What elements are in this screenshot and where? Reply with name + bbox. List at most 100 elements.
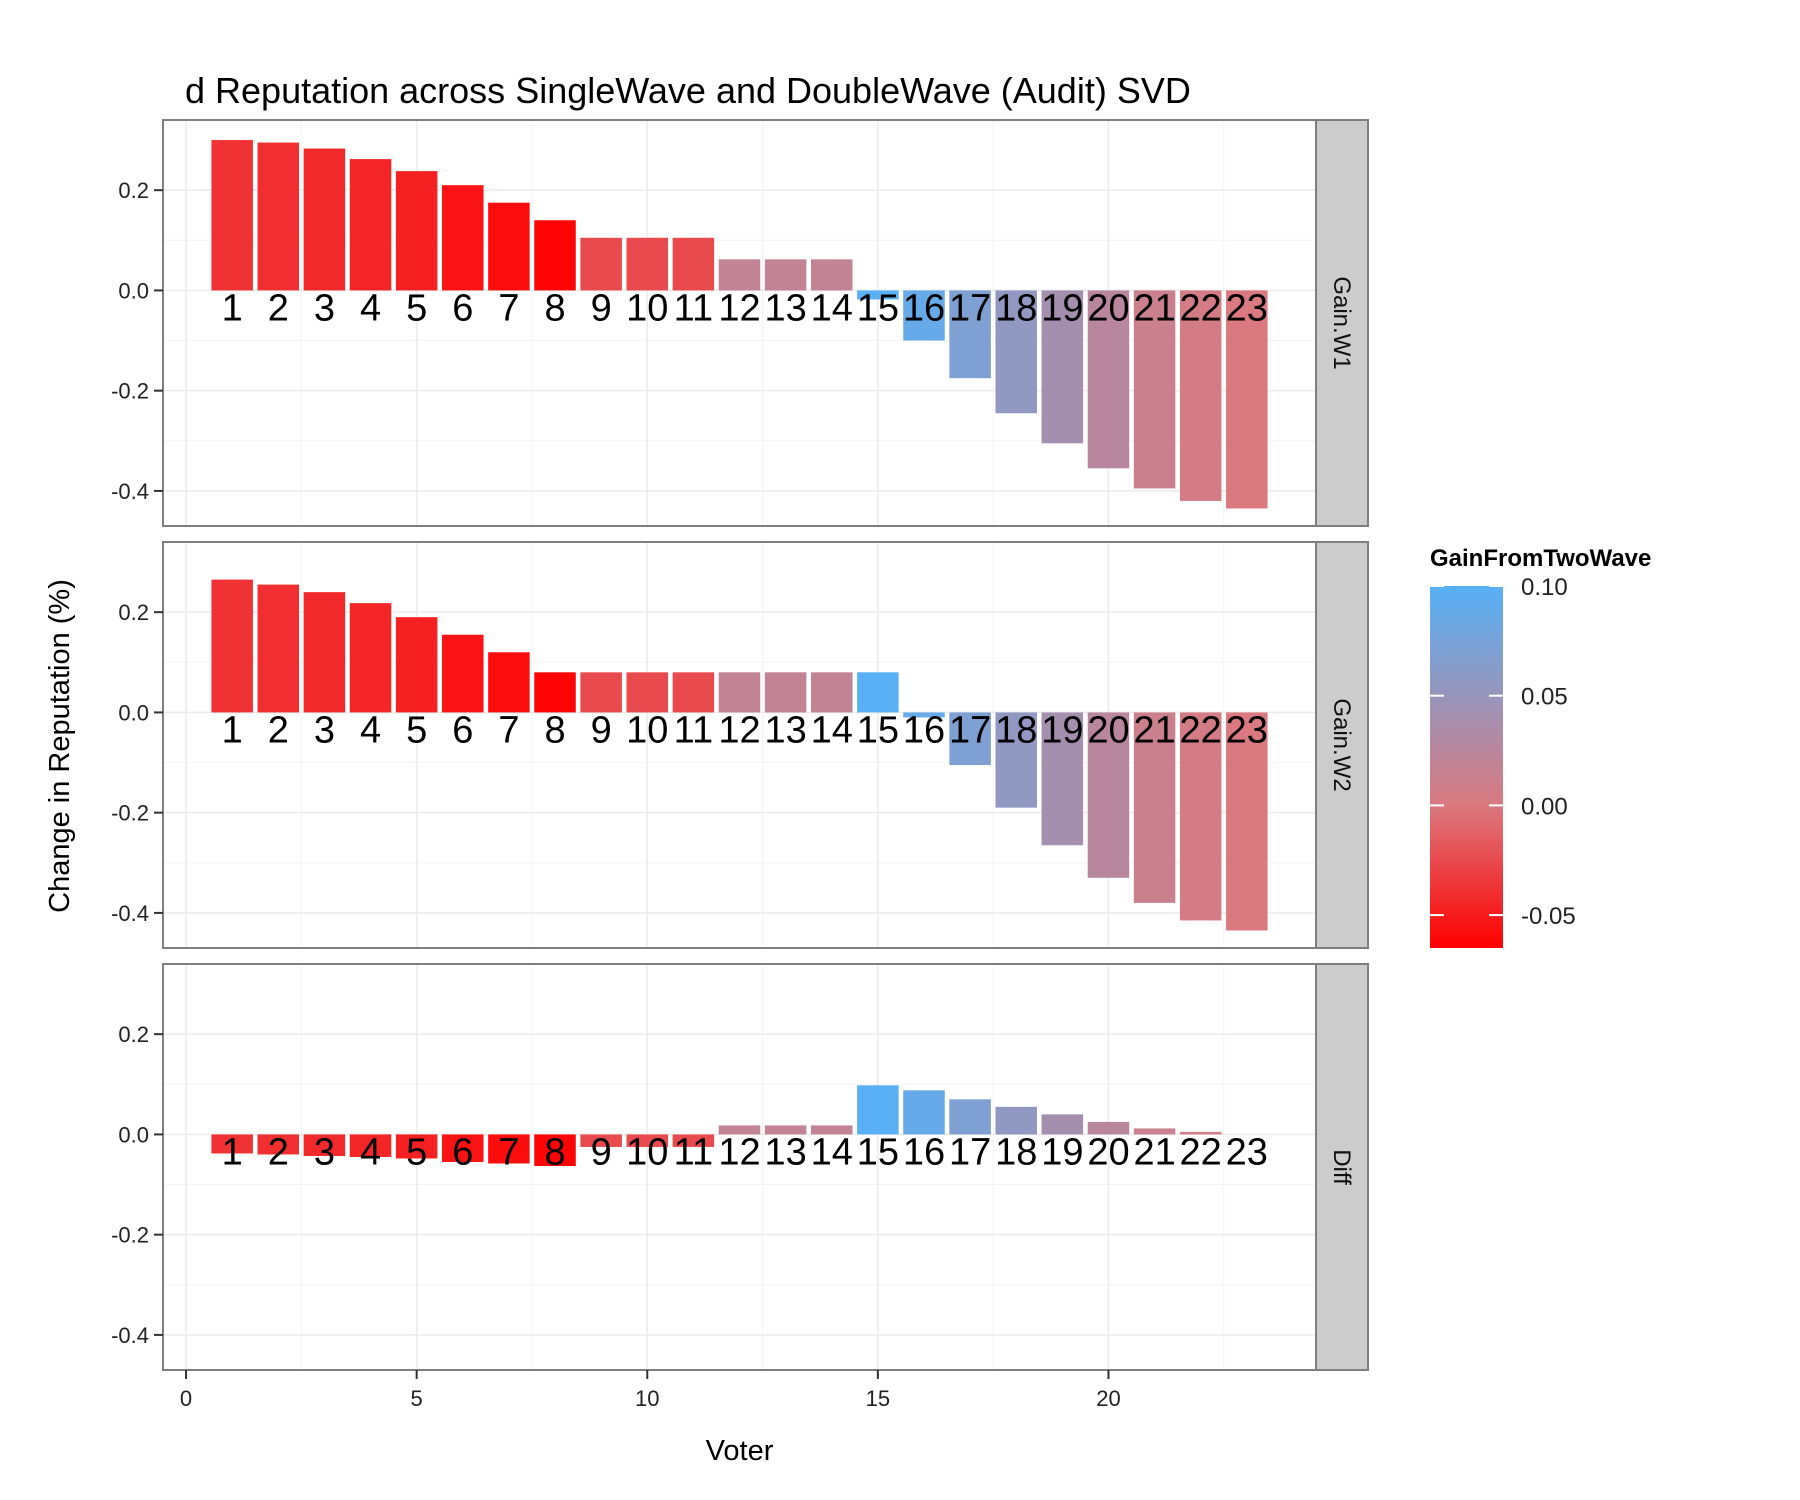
facet-strip-label: Gain.W2 — [1328, 698, 1355, 791]
bar — [1133, 712, 1176, 903]
x-axis-title: Voter — [706, 1435, 774, 1467]
bar-label: 3 — [314, 1131, 335, 1173]
legend-tick-label: 0.10 — [1521, 574, 1568, 601]
bar — [1041, 290, 1084, 444]
bar — [857, 290, 899, 300]
bar — [303, 1134, 346, 1156]
bar — [349, 1134, 392, 1157]
bar-label: 21 — [1133, 287, 1175, 329]
bar-label: 13 — [764, 1131, 806, 1173]
bar-label: 8 — [544, 287, 565, 329]
bar — [1179, 1131, 1222, 1135]
facet-strip — [1315, 963, 1369, 1371]
bar-label: 22 — [1180, 1131, 1222, 1173]
bar — [442, 634, 484, 713]
bar — [488, 202, 530, 291]
bar — [534, 220, 576, 291]
y-tick-label: -0.2 — [111, 801, 149, 826]
bar — [764, 672, 807, 713]
bar-label: 18 — [995, 287, 1037, 329]
bar-label: 5 — [406, 1131, 427, 1173]
bar — [764, 1125, 807, 1135]
bar-label: 1 — [222, 287, 243, 329]
bar — [810, 1125, 853, 1135]
bar-label: 12 — [718, 1131, 760, 1173]
y-tick-label: 0.0 — [118, 700, 149, 725]
bar — [1179, 712, 1222, 921]
x-tick-label: 10 — [635, 1386, 659, 1411]
bar-label: 22 — [1180, 709, 1222, 751]
bar — [395, 1134, 438, 1159]
bar-label: 20 — [1087, 1131, 1129, 1173]
bar — [672, 237, 715, 291]
bar — [1041, 712, 1084, 846]
y-axis-title: Change in Reputation (%) — [44, 579, 76, 913]
panel-background — [163, 964, 1316, 1370]
bar-label: 11 — [674, 709, 713, 751]
bar-label: 19 — [1041, 1131, 1083, 1173]
bar — [1226, 290, 1268, 509]
bar-label: 20 — [1087, 287, 1129, 329]
bar — [672, 672, 715, 713]
bar — [903, 290, 945, 341]
bar-label: 18 — [995, 1131, 1037, 1173]
facet-panel: 1 2 3 4 5 6 7 8 9 10 11 12 13 14 15 16 17 18 19 20 21 22 23-0.… — [111, 119, 1369, 527]
bar-label: 15 — [857, 1131, 899, 1173]
bar — [1179, 290, 1222, 501]
bar — [580, 1134, 622, 1147]
bar-label: 17 — [949, 709, 991, 751]
bar-label: 11 — [674, 287, 713, 329]
bar-label: 21 — [1133, 709, 1175, 751]
bar-label: 12 — [718, 287, 760, 329]
color-legend: GainFromTwoWave 0.10 0.05 0.00 -0.05 — [1430, 545, 1651, 948]
bar-label: 7 — [498, 287, 519, 329]
y-tick-label: -0.4 — [111, 1323, 149, 1348]
bar-label: 18 — [995, 709, 1037, 751]
bar-label: 10 — [626, 709, 668, 751]
bar-label: 11 — [674, 1131, 713, 1173]
bar-label: 6 — [452, 1131, 473, 1173]
chart-title: d Reputation across SingleWave and Doubl… — [185, 70, 1191, 111]
bar — [303, 148, 346, 291]
bar-label: 5 — [406, 287, 427, 329]
bar-label: 16 — [903, 287, 945, 329]
bar-label: 19 — [1041, 287, 1083, 329]
bar-label: 7 — [498, 1131, 519, 1173]
bar — [211, 140, 253, 291]
x-tick-label: 20 — [1096, 1386, 1120, 1411]
y-tick-label: -0.4 — [111, 901, 149, 926]
legend-tick-label: -0.05 — [1521, 903, 1576, 930]
y-tick-label: 0.0 — [118, 278, 149, 303]
bar — [534, 1134, 576, 1166]
bar-label: 16 — [903, 709, 945, 751]
legend-tick-label: 0.05 — [1521, 684, 1568, 711]
bar — [810, 672, 853, 713]
legend-title: GainFromTwoWave — [1430, 545, 1651, 572]
bar-label: 9 — [591, 287, 612, 329]
bar — [1087, 712, 1130, 878]
bar-label: 14 — [811, 1131, 853, 1173]
bar-label: 8 — [544, 709, 565, 751]
y-tick-label: 0.2 — [118, 1022, 149, 1047]
bar — [903, 1090, 945, 1135]
bar-label: 8 — [544, 1131, 565, 1173]
facet-panel: 1 2 3 4 5 6 7 8 9 10 11 12 13 14 15 16 17 18 19 20 21 22 23-0.… — [111, 541, 1369, 949]
legend-tick-label: 0.00 — [1521, 793, 1568, 820]
bar — [718, 672, 761, 713]
bar — [395, 171, 438, 291]
bar — [488, 652, 530, 713]
bar — [257, 142, 300, 291]
bar-label: 12 — [718, 709, 760, 751]
y-tick-label: -0.2 — [111, 1223, 149, 1248]
bar-label: 9 — [591, 709, 612, 751]
bar-label: 20 — [1087, 709, 1129, 751]
facet-panels: 1 2 3 4 5 6 7 8 9 10 11 12 13 14 15 16 17 18 19 20 21 22 23-0.… — [111, 119, 1369, 1371]
bar — [442, 1134, 484, 1162]
bar-label: 13 — [764, 709, 806, 751]
bar-label: 23 — [1226, 287, 1268, 329]
facet-strip-label: Diff — [1328, 1149, 1355, 1185]
bar — [903, 712, 945, 718]
bar — [764, 259, 807, 291]
bar — [626, 237, 669, 291]
